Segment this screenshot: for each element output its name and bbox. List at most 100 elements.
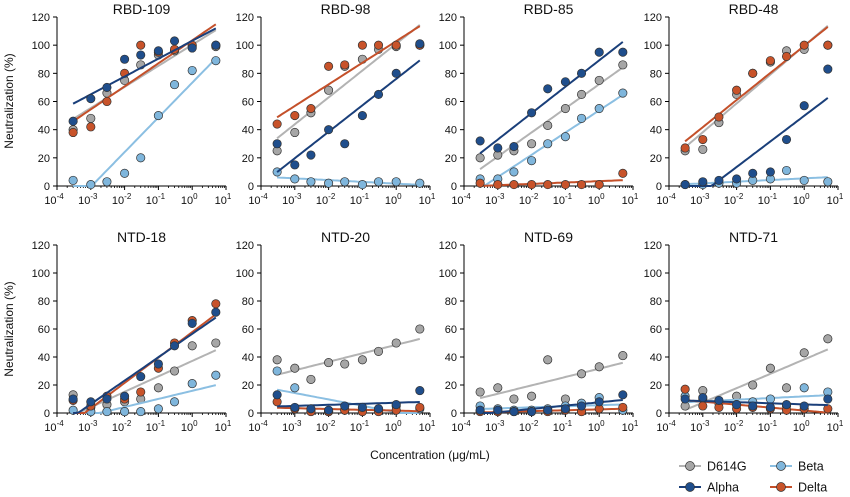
data-point-alpha [373,404,384,414]
data-point-delta [86,122,96,132]
fit-curve-alpha [72,27,217,105]
y-tick-label: 20 [445,380,457,392]
panel-title: RBD-98 [321,1,371,17]
data-point-alpha [391,400,401,410]
panel-title: RBD-48 [729,1,779,17]
data-point-alpha [68,394,78,404]
x-tick-label: 10-3 [485,192,505,207]
data-point-delta [493,180,503,190]
data-point-alpha [391,68,401,78]
y-tick-label: 120 [439,12,457,24]
data-point-delta [698,401,708,411]
y-tick-label: 100 [439,40,457,52]
x-tick-label: 101 [215,192,232,207]
data-point-delta [714,112,724,122]
data-point-d614g [594,75,604,85]
x-tick-label: 101 [827,192,844,207]
y-tick-label: 100 [439,268,457,280]
data-point-alpha [290,160,300,170]
data-point-beta [594,103,604,114]
fit-curve-beta [73,384,217,414]
y-tick-label: 80 [38,296,50,308]
data-point-alpha [153,46,163,56]
data-point-d614g [373,346,384,356]
data-point-delta [823,40,833,50]
data-point-beta [324,178,334,188]
data-point-beta [153,111,163,121]
data-point-delta [823,404,833,414]
fit-curve-alpha [276,59,421,173]
data-point-d614g [391,338,401,348]
x-tick-label: 100 [181,192,198,207]
y-tick-label: 20 [38,380,50,392]
y-tick-label: 20 [445,153,457,165]
x-tick-label: 10-3 [485,419,505,434]
data-point-delta [560,180,570,190]
y-tick-label: 100 [32,40,50,52]
data-point-d614g [594,362,604,372]
data-point-delta [618,402,628,412]
y-tick-label: 120 [644,12,662,24]
data-point-d614g [169,366,180,376]
y-tick-label: 0 [656,408,662,420]
x-tick-label: 101 [215,419,232,434]
x-tick-label: 10-2 [724,192,744,207]
data-point-beta [781,165,792,176]
data-point-beta [509,167,519,177]
data-point-d614g [576,89,587,100]
data-point-d614g [509,394,519,404]
data-point-beta [211,370,221,380]
data-point-delta [211,299,221,309]
data-point-beta [68,175,78,185]
y-tick-label: 60 [445,324,457,336]
data-point-alpha [823,64,833,74]
data-point-d614g [340,359,350,369]
data-point-alpha [187,318,197,328]
data-point-alpha [493,405,503,415]
data-point-alpha [543,405,553,415]
x-tick-label: 10-1 [146,192,166,207]
data-point-alpha [618,390,628,400]
data-point-alpha [765,167,775,177]
y-tick-label: 120 [439,240,457,252]
y-tick-label: 120 [644,240,662,252]
data-point-d614g [272,355,282,365]
x-tick-label: 10-1 [758,192,778,207]
y-tick-label: 0 [44,181,50,193]
x-tick-label: 10-4 [451,419,471,434]
data-point-d614g [543,120,553,130]
y-tick-label: 40 [445,125,457,137]
y-tick-label: 80 [445,296,457,308]
data-point-alpha [136,372,146,382]
data-point-delta [618,168,628,178]
x-tick-label: 10-1 [553,192,573,207]
data-point-beta [415,178,425,188]
data-point-delta [306,103,316,114]
data-point-alpha [340,139,350,149]
legend-marker [776,461,786,471]
x-tick-label: 101 [419,192,436,207]
data-point-beta [120,407,130,417]
data-point-alpha [823,394,833,404]
data-point-delta [527,180,537,190]
fit-curve-alpha [685,97,829,187]
panel-title: RBD-109 [113,1,171,17]
chart-panel-8: NTD-71 0 20 40 60 80 100 120 10-4 10-3 10-2 10-1 100… [644,229,844,434]
data-point-beta [86,180,96,190]
y-tick-label: 60 [38,97,50,109]
data-point-alpha [211,40,221,50]
data-point-d614g [324,85,334,95]
data-point-alpha [475,136,485,146]
x-tick-label: 100 [181,419,198,434]
data-point-beta [357,180,367,190]
data-point-beta [153,404,163,414]
data-point-beta [136,153,146,163]
data-point-alpha [357,402,367,412]
y-tick-label: 120 [236,240,254,252]
data-point-d614g [618,351,628,361]
data-point-delta [543,180,553,190]
x-tick-label: 10-4 [248,419,268,434]
data-point-d614g [698,144,708,154]
data-point-beta [306,177,316,187]
data-point-delta [68,127,78,138]
